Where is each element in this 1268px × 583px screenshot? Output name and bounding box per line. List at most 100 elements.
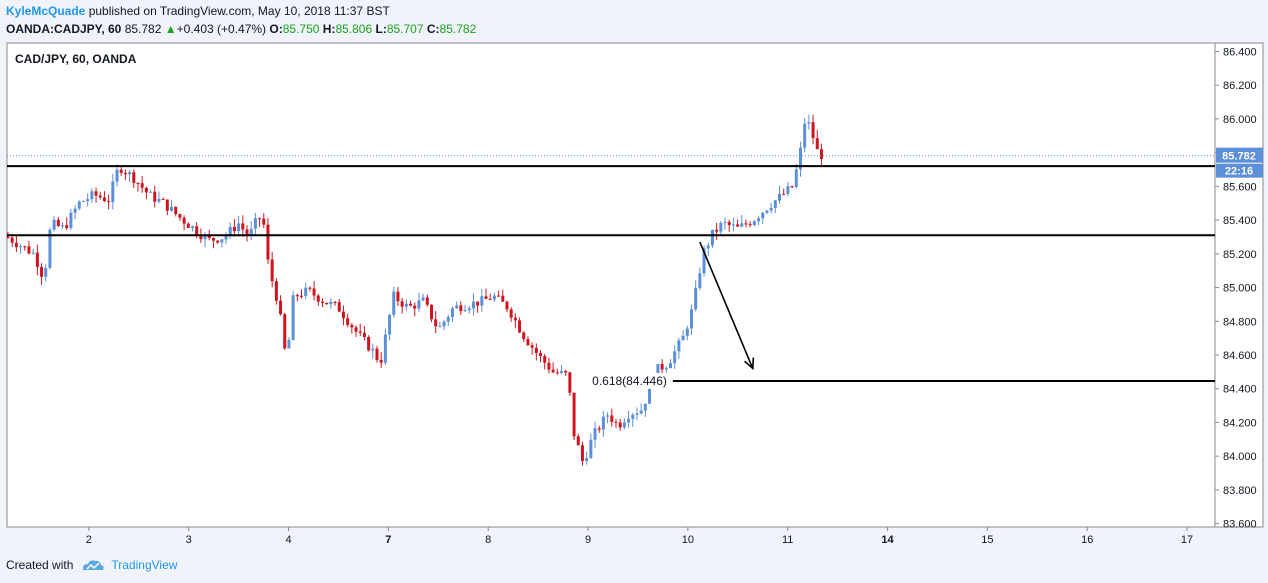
candle-body <box>819 149 823 160</box>
candle-body <box>811 122 815 139</box>
open-label: O: <box>269 22 283 36</box>
candle-body <box>513 317 517 321</box>
candle-body <box>195 226 199 235</box>
candle-body <box>291 295 295 341</box>
footer: Created with TradingView <box>6 558 177 572</box>
candle-body <box>367 336 371 351</box>
candle-body <box>274 281 278 301</box>
candle-body <box>752 221 756 226</box>
candle-body <box>526 339 530 346</box>
candle-body <box>450 308 454 318</box>
candle-body <box>618 422 622 428</box>
price-chart[interactable]: CAD/JPY, 60, OANDA 86.400 86.200 86.000 85.… <box>0 40 1268 545</box>
created-with-text: Created with <box>6 558 74 572</box>
candle-body <box>438 326 442 328</box>
open-value: 85.750 <box>282 22 320 36</box>
candle-body <box>585 458 589 462</box>
candle-body <box>689 309 693 329</box>
candle-body <box>178 214 182 218</box>
x-tick-label: 11 <box>782 534 793 545</box>
candle-body <box>748 224 752 226</box>
candle-body <box>174 206 178 215</box>
candle-body <box>471 301 475 309</box>
candle-body <box>77 201 81 209</box>
candle-body <box>170 206 174 211</box>
author-link[interactable]: KyleMcQuade <box>6 4 86 18</box>
candle-body <box>90 191 94 200</box>
candle-body <box>186 223 190 228</box>
candle-body <box>698 273 702 288</box>
candle-body <box>190 226 194 228</box>
candle-body <box>262 218 266 225</box>
candle-body <box>308 287 312 289</box>
candle-body <box>220 239 224 243</box>
candle-body <box>253 218 257 229</box>
candle-body <box>446 317 450 322</box>
candle-body <box>815 138 819 150</box>
candle-body <box>232 226 236 232</box>
candle-body <box>497 295 501 297</box>
candle-body <box>346 318 350 325</box>
x-tick-label: 8 <box>485 534 491 545</box>
candle-body <box>505 301 509 310</box>
close-label: C: <box>426 22 440 36</box>
arrow-shaft <box>699 241 754 369</box>
candle-body <box>580 445 584 462</box>
y-tick-label: 86.200 <box>1223 80 1257 92</box>
tradingview-link[interactable]: TradingView <box>111 558 178 572</box>
candle-body <box>153 191 157 202</box>
candle-body <box>669 363 673 369</box>
x-tick-label: 7 <box>385 534 391 545</box>
arrow-head <box>743 357 755 371</box>
y-tick-label: 84.000 <box>1223 451 1257 463</box>
chart-title: CAD/JPY, 60, OANDA <box>15 52 137 66</box>
candle-body <box>98 195 102 198</box>
candle-body <box>379 359 383 363</box>
y-tick-label: 84.800 <box>1223 316 1257 328</box>
candle-body <box>119 169 123 173</box>
candle-body <box>790 186 794 188</box>
candle-body <box>14 242 18 248</box>
candle-body <box>161 198 165 200</box>
candle-body <box>501 295 505 302</box>
candle-body <box>23 246 27 248</box>
candle-body <box>157 198 161 202</box>
close-value: 85.782 <box>439 22 477 36</box>
candle-body <box>300 295 304 297</box>
candle-body <box>551 369 555 373</box>
candle-body <box>765 210 769 213</box>
high-label: H: <box>322 22 336 36</box>
y-tick-label: 84.600 <box>1223 350 1257 362</box>
y-tick-label: 86.000 <box>1223 114 1257 126</box>
y-tick-label: 83.800 <box>1223 485 1257 497</box>
y-tick-label: 83.600 <box>1223 519 1257 531</box>
candle-body <box>522 332 526 340</box>
candle-body <box>539 352 543 356</box>
candle-body <box>421 297 425 301</box>
candle-body <box>627 418 631 423</box>
candle-body <box>329 301 333 305</box>
candle-body <box>740 223 744 227</box>
candle-body <box>354 327 358 332</box>
candle-body <box>681 335 685 341</box>
candle-body <box>706 245 710 249</box>
published-text: published on TradingView.com, May 10, 20… <box>88 4 390 18</box>
candle-body <box>488 298 492 300</box>
candle-body <box>287 340 291 349</box>
candle-body <box>295 295 299 297</box>
candle-body <box>199 234 203 240</box>
candle-body <box>656 363 660 377</box>
candle-body <box>715 229 719 232</box>
candle-body <box>304 287 308 296</box>
candle-body <box>31 252 35 254</box>
candle-body <box>803 123 807 148</box>
candle-body <box>102 197 106 202</box>
candle-body <box>597 428 601 430</box>
candle-body <box>593 428 597 440</box>
x-tick-label: 17 <box>1181 534 1193 545</box>
candle-body <box>73 208 77 213</box>
candle-body <box>782 193 786 195</box>
candle-body <box>694 287 698 310</box>
candle-body <box>52 219 56 230</box>
candle-body <box>409 303 413 306</box>
